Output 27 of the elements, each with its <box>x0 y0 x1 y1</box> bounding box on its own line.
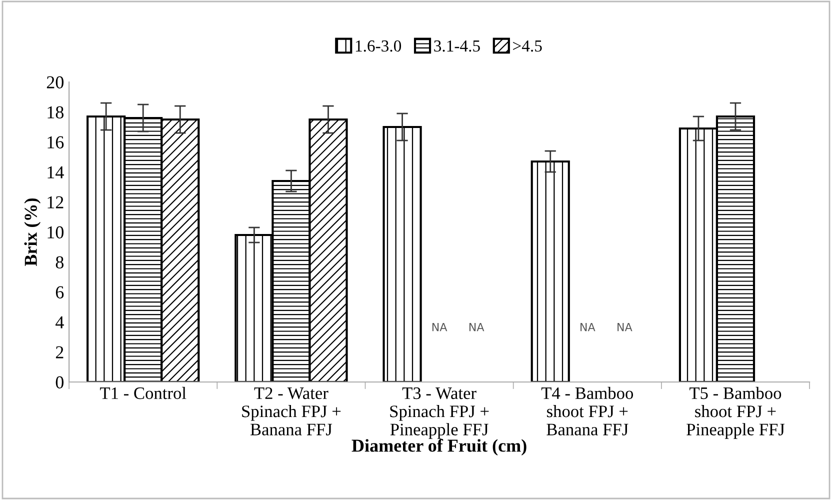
y-tick-label: 6 <box>56 286 64 298</box>
legend-label: 1.6-3.0 <box>356 40 402 52</box>
bar <box>382 126 422 382</box>
y-tick-label: 20 <box>46 76 64 88</box>
x-tick-label: T1 - Control <box>100 386 186 400</box>
y-tick-label: 2 <box>56 346 64 358</box>
x-tick-label: T2 - Water Spinach FPJ + Banana FFJ <box>242 387 341 436</box>
y-tick-label: 4 <box>56 316 64 328</box>
y-tick-label: 16 <box>48 136 64 148</box>
y-tick-label: 14 <box>48 166 64 178</box>
y-tick-label: 10 <box>48 226 64 238</box>
y-tick-label: 8 <box>56 256 64 268</box>
annotation: NA <box>618 322 632 332</box>
y-axis-title: Brix (%) <box>24 198 41 266</box>
y-tick-label: 12 <box>48 196 64 208</box>
annotation: NA <box>580 322 596 332</box>
x-tick-label: T5 - Bamboo shoot FPJ + Pineapple FFJ <box>686 386 785 439</box>
bar <box>530 160 570 382</box>
legend-label: 3.1-4.5 <box>434 40 480 52</box>
annotation: NA <box>432 322 448 332</box>
x-tick-label: T4 - Bamboo shoot FPJ + Banana FFJ <box>541 386 634 436</box>
x-axis-title: Diameter of Fruit (cm) <box>352 438 526 456</box>
y-tick-label: 0 <box>56 376 64 388</box>
annotation: NA <box>469 322 484 332</box>
y-tick-label: 18 <box>48 106 64 118</box>
x-tick-label: T3 - Water Spinach FPJ + Pineapple FFJ <box>390 387 489 439</box>
legend-label: >4.5 <box>513 40 542 52</box>
